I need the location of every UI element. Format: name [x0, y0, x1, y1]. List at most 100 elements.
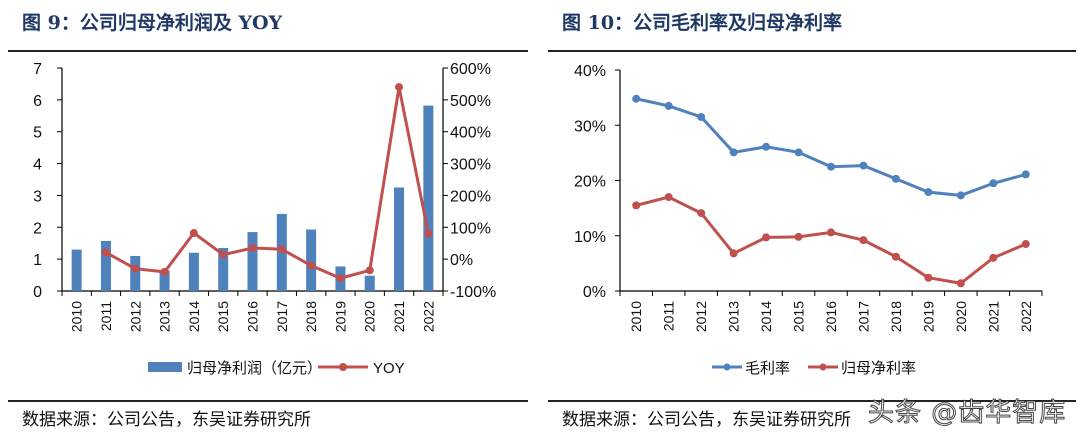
- right-chart-y-tick-label: 30%: [574, 118, 606, 135]
- left-chart-x-tick-label: 2016: [245, 301, 261, 332]
- right-chart-y-tick-label: 10%: [574, 229, 606, 246]
- right-chart-series-point-0: [956, 191, 965, 200]
- right-chart-legend-marker-0: [723, 363, 731, 371]
- right-chart-x-tick-label: 2020: [953, 301, 969, 332]
- left-chart-y-left-tick-label: 5: [33, 125, 42, 142]
- left-chart-bar-2015: [218, 247, 229, 291]
- left-chart-bar-2022: [423, 105, 434, 291]
- left-chart-y-left-tick-label: 7: [33, 61, 42, 78]
- right-chart-series-point-1: [697, 209, 706, 218]
- right-chart-series-point-1: [632, 201, 641, 210]
- right-chart-series-point-1: [664, 193, 673, 202]
- left-chart-yoy-point: [277, 245, 286, 254]
- right-chart-series-point-0: [827, 162, 835, 171]
- left-chart-yoy-point: [395, 83, 404, 92]
- right-chart-series-point-1: [1021, 240, 1030, 249]
- left-chart-yoy-point: [424, 229, 433, 238]
- right-chart-x-tick-label: 2021: [985, 301, 1001, 332]
- right-chart-series-point-0: [632, 94, 641, 103]
- left-chart-bar-2010: [71, 249, 82, 291]
- right-chart-y-tick-label: 20%: [574, 174, 606, 191]
- right-chart-series-point-0: [794, 148, 803, 157]
- left-chart-y-left-tick-label: 4: [33, 157, 42, 174]
- left-chart-yoy-point: [160, 267, 169, 276]
- left-chart-y-left-tick-label: 0: [33, 284, 42, 301]
- left-chart-y-left-tick-label: 1: [33, 252, 42, 269]
- left-chart-x-tick-label: 2018: [303, 301, 319, 332]
- left-chart-bar-2014: [188, 252, 199, 291]
- left-source-rule: [8, 400, 528, 402]
- left-title-rule: [8, 50, 528, 52]
- left-chart-yoy-point: [189, 229, 198, 238]
- left-chart-y-right-tick-label: 600%: [450, 61, 491, 78]
- right-chart-series-point-1: [794, 232, 803, 241]
- right-chart-series-point-1: [762, 233, 771, 242]
- left-chart-y-left-tick-label: 6: [33, 93, 42, 110]
- right-chart-series-point-1: [924, 273, 933, 282]
- right-chart-x-tick-label: 2010: [628, 301, 644, 332]
- right-chart-series-point-1: [956, 279, 965, 288]
- left-chart-bar-2018: [306, 229, 317, 291]
- left-source-note: 数据来源：公司公告，东吴证券研究所: [22, 410, 311, 430]
- left-chart-yoy-point: [131, 264, 140, 273]
- right-chart-series-point-0: [664, 101, 673, 110]
- left-chart-legend-bar-label: 归母净利润（亿元）: [187, 360, 322, 377]
- right-chart-series-point-0: [924, 188, 933, 197]
- right-chart-legend-label-0: 毛利率: [745, 360, 790, 377]
- right-chart-x-tick-label: 2012: [693, 301, 709, 332]
- right-chart-series-line-0: [635, 97, 1027, 197]
- right-chart-series-point-1: [729, 249, 738, 258]
- right-chart-series-line-1: [635, 195, 1027, 285]
- left-chart-yoy-point: [307, 261, 316, 270]
- right-chart-x-tick-label: 2019: [920, 301, 936, 332]
- right-chart-x-tick-label: 2015: [791, 301, 807, 332]
- right-chart-series-point-0: [859, 161, 868, 170]
- left-chart-x-tick-label: 2014: [186, 301, 202, 332]
- right-chart-series-point-0: [1021, 170, 1030, 179]
- left-chart-y-right-tick-label: 0%: [450, 252, 473, 269]
- left-chart-bar-2011: [100, 240, 111, 291]
- left-chart-yoy-line: [105, 86, 430, 280]
- right-chart-x-tick-label: 2022: [1018, 301, 1034, 332]
- left-chart-y-right-tick-label: 400%: [450, 125, 491, 142]
- right-chart-x-tick-label: 2013: [726, 301, 742, 332]
- right-chart-title: 图 10：公司毛利率及归母净利率: [562, 12, 843, 34]
- left-chart-bar-2016: [247, 232, 258, 291]
- right-chart-series-point-1: [827, 228, 835, 237]
- left-chart-y-right-tick-label: -100%: [450, 284, 496, 301]
- left-chart-yoy-point: [365, 266, 374, 275]
- left-chart-y-right-tick-label: 200%: [450, 188, 491, 205]
- right-chart-legend-marker-1: [819, 363, 827, 371]
- left-chart-legend-bar-swatch: [148, 362, 182, 372]
- right-title-rule: [548, 50, 1076, 52]
- right-chart-series-point-0: [762, 142, 771, 151]
- left-chart-x-tick-label: 2015: [215, 301, 231, 332]
- left-chart-y-left-tick-label: 3: [33, 188, 42, 205]
- left-chart-x-tick-label: 2017: [274, 301, 290, 332]
- left-chart-legend-line-label: YOY: [373, 360, 405, 377]
- left-chart-bar-2020: [364, 275, 375, 291]
- right-chart-y-tick-label: 0%: [583, 284, 606, 301]
- right-chart-y-tick-label: 40%: [574, 63, 606, 80]
- right-chart-legend-label-1: 归母净利率: [841, 360, 916, 377]
- left-chart-bar-2021: [394, 187, 405, 291]
- left-chart-y-left-tick-label: 2: [33, 220, 42, 237]
- left-chart-yoy-point: [219, 250, 228, 259]
- left-chart-bar-2012: [130, 255, 141, 291]
- left-chart-x-tick-label: 2011: [98, 301, 114, 331]
- left-chart-x-tick-label: 2021: [391, 301, 407, 332]
- watermark: 头条 @齿华智库: [867, 398, 1067, 429]
- left-chart-x-tick-label: 2022: [420, 301, 436, 332]
- right-chart-x-tick-label: 2014: [758, 301, 774, 332]
- right-chart-series-point-0: [729, 148, 738, 157]
- right-chart-x-tick-label: 2011: [661, 301, 677, 331]
- right-chart-x-tick-label: 2018: [888, 301, 904, 332]
- right-chart-series-point-1: [891, 252, 900, 261]
- right-source-rule: [548, 400, 1076, 402]
- left-chart-x-tick-label: 2020: [362, 301, 378, 332]
- right-chart-series-point-1: [859, 236, 868, 245]
- left-chart-title: 图 9：公司归母净利润及 YOY: [22, 12, 283, 34]
- left-chart-yoy-point: [248, 243, 257, 252]
- left-chart-yoy-point: [101, 248, 110, 257]
